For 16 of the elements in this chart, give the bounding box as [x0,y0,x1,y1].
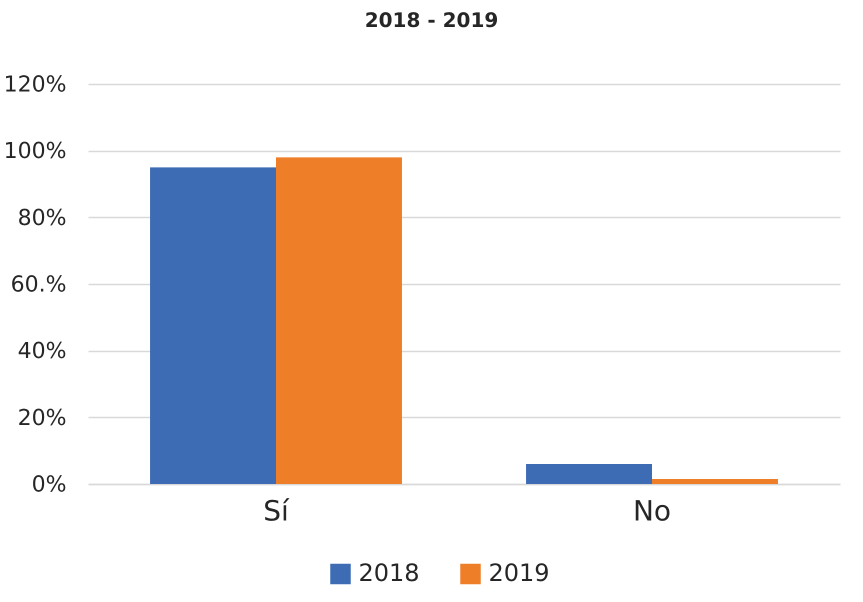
y-tick-label: 0% [32,472,66,498]
y-tick-label: 100% [4,139,66,164]
bar [276,157,402,484]
legend-label: 2019 [488,559,550,587]
x-tick-label: Sí [263,494,290,528]
bar [150,167,276,484]
x-tick-label: No [632,494,672,528]
y-tick-label: 20% [18,406,66,431]
y-tick-label: 40% [18,339,66,364]
legend-label: 2018 [358,559,420,587]
bar [526,464,652,484]
y-tick-label: 120% [4,72,66,98]
y-tick-label: 80% [18,206,66,231]
y-tick-label: 60.% [10,272,66,298]
chart-title: 2018 - 2019 [364,8,498,32]
bar [652,479,778,484]
